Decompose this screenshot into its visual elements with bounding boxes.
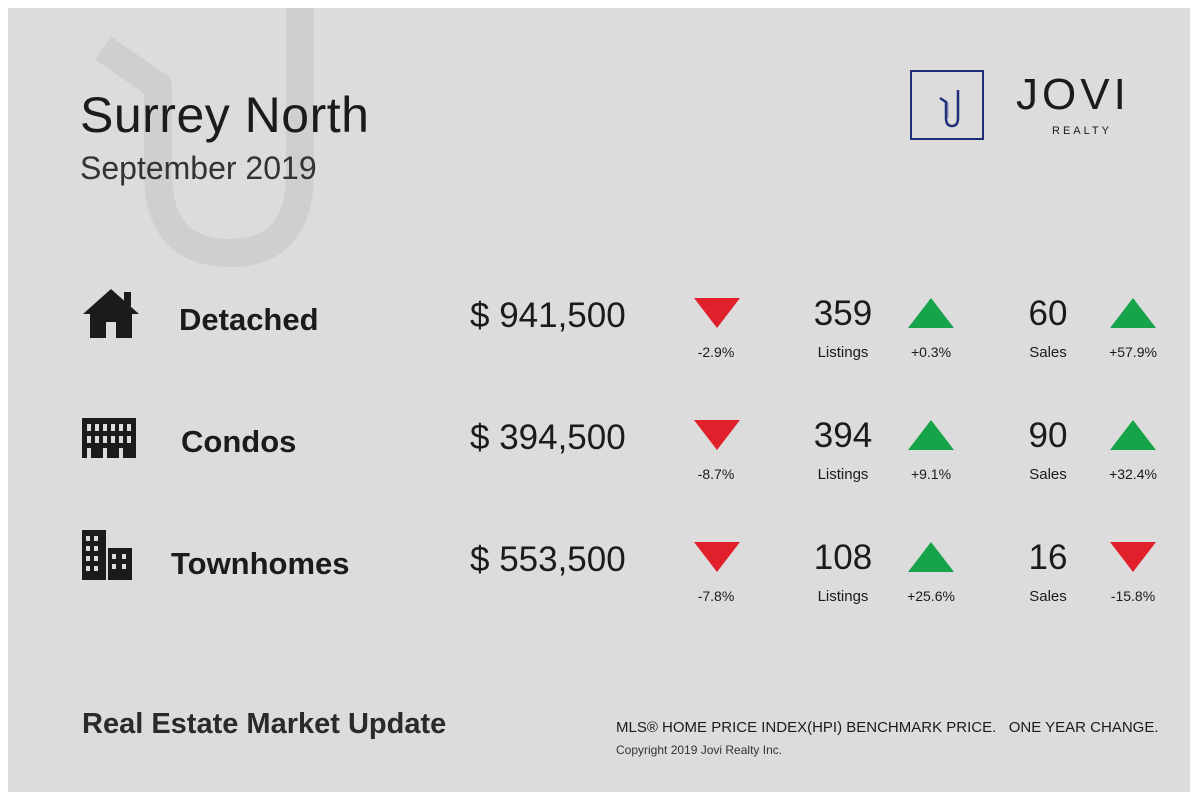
sales-change: -15.8% — [1110, 588, 1156, 604]
market-row-townhomes: Townhomes $ 553,500 -7.8% 108 Listings +… — [8, 530, 1190, 630]
price-change: -8.7% — [697, 466, 735, 482]
sales-count: 90 — [1028, 416, 1068, 455]
price-change: -7.8% — [697, 588, 735, 604]
category-label: Condos — [181, 424, 297, 459]
sales-label: Sales — [1029, 344, 1067, 361]
sales-label: Sales — [1029, 588, 1067, 605]
benchmark-price: $ 553,500 — [470, 540, 626, 579]
sales-count: 16 — [1028, 538, 1068, 577]
footer-note: MLS® HOME PRICE INDEX(HPI) BENCHMARK PRI… — [616, 719, 1159, 736]
listings-change: +0.3% — [910, 344, 952, 360]
listings-count: 394 — [813, 416, 873, 455]
footer-title: Real Estate Market Update — [82, 708, 447, 740]
page-subtitle: September 2019 — [80, 150, 317, 186]
page-title: Surrey North — [80, 87, 370, 143]
up-arrow-icon — [908, 420, 954, 450]
sales-change: +57.9% — [1109, 344, 1157, 360]
sales-count: 60 — [1028, 294, 1068, 333]
condo-building-icon — [82, 418, 136, 458]
benchmark-price: $ 941,500 — [470, 296, 626, 335]
down-arrow-icon — [694, 420, 740, 450]
listings-count: 108 — [813, 538, 873, 577]
market-update-card: Surrey North September 2019 JOVI REALTY … — [8, 8, 1190, 792]
brand-name: JOVI — [1016, 70, 1130, 119]
brand-logo — [910, 70, 984, 140]
watermark-logo-icon — [95, 8, 314, 267]
townhome-building-icon — [82, 530, 132, 580]
listings-label: Listings — [817, 466, 869, 483]
category-label: Townhomes — [171, 546, 350, 581]
house-icon — [83, 289, 139, 338]
brand-subtitle: REALTY — [1052, 125, 1112, 137]
market-row-condos: Condos $ 394,500 -8.7% 394 Listings +9.1… — [8, 408, 1190, 508]
price-change: -2.9% — [697, 344, 735, 360]
listings-label: Listings — [817, 344, 869, 361]
benchmark-price: $ 394,500 — [470, 418, 626, 457]
down-arrow-icon — [694, 542, 740, 572]
down-arrow-icon — [694, 298, 740, 328]
sales-change: +32.4% — [1109, 466, 1157, 482]
up-arrow-icon — [908, 542, 954, 572]
up-arrow-icon — [908, 298, 954, 328]
up-arrow-icon — [1110, 298, 1156, 328]
copyright: Copyright 2019 Jovi Realty Inc. — [616, 743, 783, 757]
listings-change: +25.6% — [907, 588, 955, 604]
sales-label: Sales — [1029, 466, 1067, 483]
listings-label: Listings — [817, 588, 869, 605]
market-row-detached: Detached $ 941,500 -2.9% 359 Listings +0… — [8, 286, 1190, 386]
listings-count: 359 — [813, 294, 873, 333]
down-arrow-icon — [1110, 542, 1156, 572]
listings-change: +9.1% — [910, 466, 952, 482]
jovi-logo-icon — [939, 90, 960, 128]
up-arrow-icon — [1110, 420, 1156, 450]
category-label: Detached — [179, 302, 319, 337]
